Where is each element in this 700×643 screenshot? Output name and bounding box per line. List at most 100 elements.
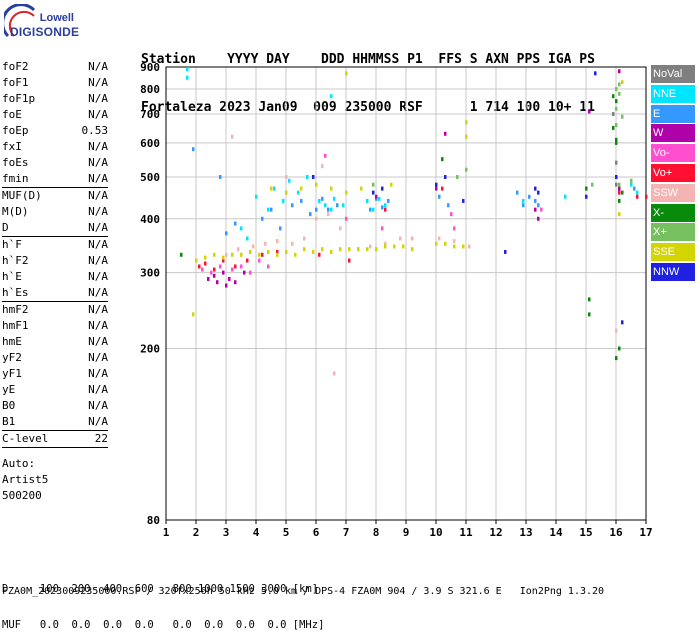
data-point-ssw (321, 164, 324, 169)
data-point-nnw (594, 71, 597, 76)
data-point-ssw (369, 244, 372, 249)
data-point-w (375, 194, 378, 199)
param-name: h`F2 (2, 254, 29, 267)
x-tick-label: 13 (519, 526, 532, 539)
x-tick-label: 5 (283, 526, 290, 539)
data-point-xplus (456, 175, 459, 180)
param-separator (2, 236, 108, 237)
data-point-w (225, 283, 228, 288)
param-name: foF2 (2, 60, 29, 73)
param-name: B0 (2, 399, 16, 412)
param-value: N/A (88, 108, 108, 121)
data-point-ssw (252, 244, 255, 249)
legend-item-e: E (651, 104, 695, 123)
x-tick-label: 12 (489, 526, 502, 539)
data-point-nnw (534, 186, 537, 191)
data-point-xminus (612, 125, 615, 130)
param-value: N/A (88, 189, 108, 202)
data-point-sse (270, 186, 273, 191)
autoscale-info: 500200 (2, 489, 42, 502)
x-tick-label: 4 (253, 526, 260, 539)
data-point-e (225, 231, 228, 236)
y-tick-label: 600 (140, 137, 160, 150)
data-point-nne (318, 198, 321, 203)
data-point-nnw (381, 186, 384, 191)
autoscale-info: Auto: (2, 457, 36, 470)
legend-item-nne: NNE (651, 84, 695, 103)
data-point-sse (321, 247, 324, 252)
autoscale-info: Artist5 (2, 473, 49, 486)
param-value: N/A (88, 415, 108, 428)
param-name: yE (2, 383, 16, 396)
param-value: 22 (94, 432, 108, 445)
data-point-sse (258, 252, 261, 257)
param-separator (2, 301, 108, 302)
data-point-voplus (198, 264, 201, 269)
param-row-ye: yE N/A (2, 382, 108, 398)
param-value: N/A (88, 92, 108, 105)
x-tick-label: 6 (313, 526, 320, 539)
data-point-nne (333, 196, 336, 201)
data-point-sse (285, 190, 288, 195)
param-separator (2, 430, 108, 431)
data-point-e (300, 198, 303, 203)
param-row-fof1: foF1 N/A (2, 75, 108, 91)
param-value: N/A (88, 286, 108, 299)
data-point-voplus (636, 194, 639, 199)
data-point-e (234, 221, 237, 226)
x-tick-label: 16 (609, 526, 623, 539)
data-point-w (234, 280, 237, 285)
param-name: foE (2, 108, 22, 121)
station-header: Station YYYY DAY DDD HHMMSS P1 FFS S AXN… (141, 20, 595, 132)
data-point-noval (612, 112, 615, 117)
data-point-ssw (333, 371, 336, 376)
data-point-nne (246, 236, 249, 241)
data-point-sse (345, 190, 348, 195)
data-point-sse (249, 249, 252, 254)
data-point-ssw (327, 212, 330, 217)
data-point-vominus (231, 267, 234, 272)
footer-distance-row: D 100 200 400 600 800 1000 1500 3000 [km… (2, 583, 319, 595)
param-row-yf2: yF2 N/A (2, 350, 108, 366)
x-tick-label: 17 (639, 526, 652, 539)
param-name: MUF(D) (2, 189, 42, 202)
data-point-nne (330, 94, 333, 99)
data-point-vominus (453, 226, 456, 231)
data-point-e (336, 203, 339, 208)
logo-bottom-text: DIGISONDE (10, 25, 80, 39)
data-point-sse (231, 252, 234, 257)
data-point-sse (222, 255, 225, 260)
data-point-nne (522, 198, 525, 203)
data-point-sse (621, 80, 624, 85)
param-value: N/A (88, 319, 108, 332)
data-point-sse (345, 71, 348, 76)
param-row-foes: foEs N/A (2, 155, 108, 171)
data-point-e (327, 207, 330, 212)
data-point-xplus (630, 178, 633, 183)
param-row-yf1: yF1 N/A (2, 366, 108, 382)
param-row-md: M(D) N/A (2, 204, 108, 220)
data-point-xplus (372, 182, 375, 187)
param-value: N/A (88, 335, 108, 348)
data-point-e (261, 216, 264, 221)
data-point-sse (276, 252, 279, 257)
data-point-w (618, 186, 621, 191)
data-point-voplus (384, 207, 387, 212)
data-point-nne (366, 198, 369, 203)
data-point-nnw (615, 175, 618, 180)
data-point-xplus (615, 106, 618, 111)
data-point-w (207, 276, 210, 281)
data-point-ssw (276, 239, 279, 244)
data-point-ssw (438, 236, 441, 241)
param-separator (2, 447, 108, 448)
y-tick-label: 400 (140, 213, 160, 226)
data-point-sse (462, 244, 465, 249)
data-point-xplus (615, 123, 618, 128)
data-point-xplus (615, 87, 618, 92)
data-point-xminus (588, 297, 591, 302)
footer-file-info: FZA0M_2023009235000.RSF / 320fx256h 50 k… (2, 586, 605, 597)
data-point-sse (384, 244, 387, 249)
data-point-ssw (315, 216, 318, 221)
data-point-voplus (234, 264, 237, 269)
data-point-nnw (462, 198, 465, 203)
